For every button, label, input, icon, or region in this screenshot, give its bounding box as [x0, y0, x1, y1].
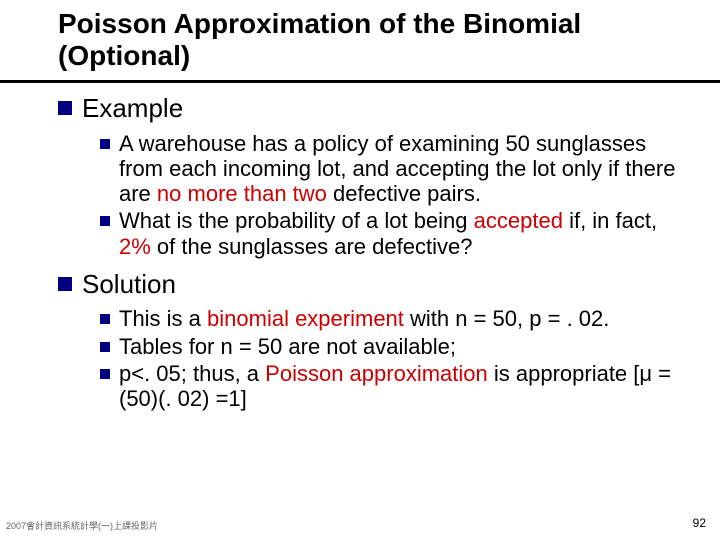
text-highlight: no more than two [157, 181, 327, 206]
square-bullet-icon [100, 369, 110, 379]
footer-left: 2007會計資訊系統計學(一)上課投影片 [6, 519, 158, 532]
text-pre: This is a [119, 306, 207, 331]
square-bullet-icon [100, 314, 110, 324]
list-item: Tables for n = 50 are not available; [100, 334, 680, 359]
text-post: of the sunglasses are defective? [151, 234, 473, 259]
text-pre: What is the probability of a lot being [119, 208, 474, 233]
example-heading-row: Example [58, 93, 680, 124]
text-highlight: 2% [119, 234, 151, 259]
example-heading: Example [82, 93, 183, 124]
square-bullet-icon [100, 342, 110, 352]
text-post: with n = 50, p = . 02. [404, 306, 609, 331]
title-line-1: Poisson Approximation of the Binomial [58, 8, 720, 40]
solution-item-3: p<. 05; thus, a Poisson approximation is… [119, 361, 680, 412]
page-number: 92 [693, 516, 706, 530]
text-mid: if, in fact, [563, 208, 657, 233]
example-item-2: What is the probability of a lot being a… [119, 208, 680, 259]
example-items: A warehouse has a policy of examining 50… [58, 131, 680, 259]
slide: Poisson Approximation of the Binomial (O… [0, 0, 720, 540]
solution-heading-row: Solution [58, 269, 680, 300]
list-item: This is a binomial experiment with n = 5… [100, 306, 680, 331]
solution-heading: Solution [82, 269, 176, 300]
text-post: defective pairs. [327, 181, 481, 206]
list-item: What is the probability of a lot being a… [100, 208, 680, 259]
list-item: A warehouse has a policy of examining 50… [100, 131, 680, 207]
text-highlight: binomial experiment [207, 306, 404, 331]
content: Example A warehouse has a policy of exam… [0, 83, 720, 411]
square-bullet-icon [58, 277, 72, 291]
title-block: Poisson Approximation of the Binomial (O… [0, 8, 720, 78]
square-bullet-icon [100, 139, 110, 149]
example-item-1: A warehouse has a policy of examining 50… [119, 131, 680, 207]
text-highlight: accepted [474, 208, 563, 233]
text-highlight: Poisson approximation [265, 361, 488, 386]
solution-items: This is a binomial experiment with n = 5… [58, 306, 680, 411]
square-bullet-icon [58, 101, 72, 115]
title-line-2: (Optional) [58, 40, 720, 72]
square-bullet-icon [100, 216, 110, 226]
list-item: p<. 05; thus, a Poisson approximation is… [100, 361, 680, 412]
solution-item-1: This is a binomial experiment with n = 5… [119, 306, 609, 331]
text-pre: p<. 05; thus, a [119, 361, 265, 386]
solution-item-2: Tables for n = 50 are not available; [119, 334, 456, 359]
